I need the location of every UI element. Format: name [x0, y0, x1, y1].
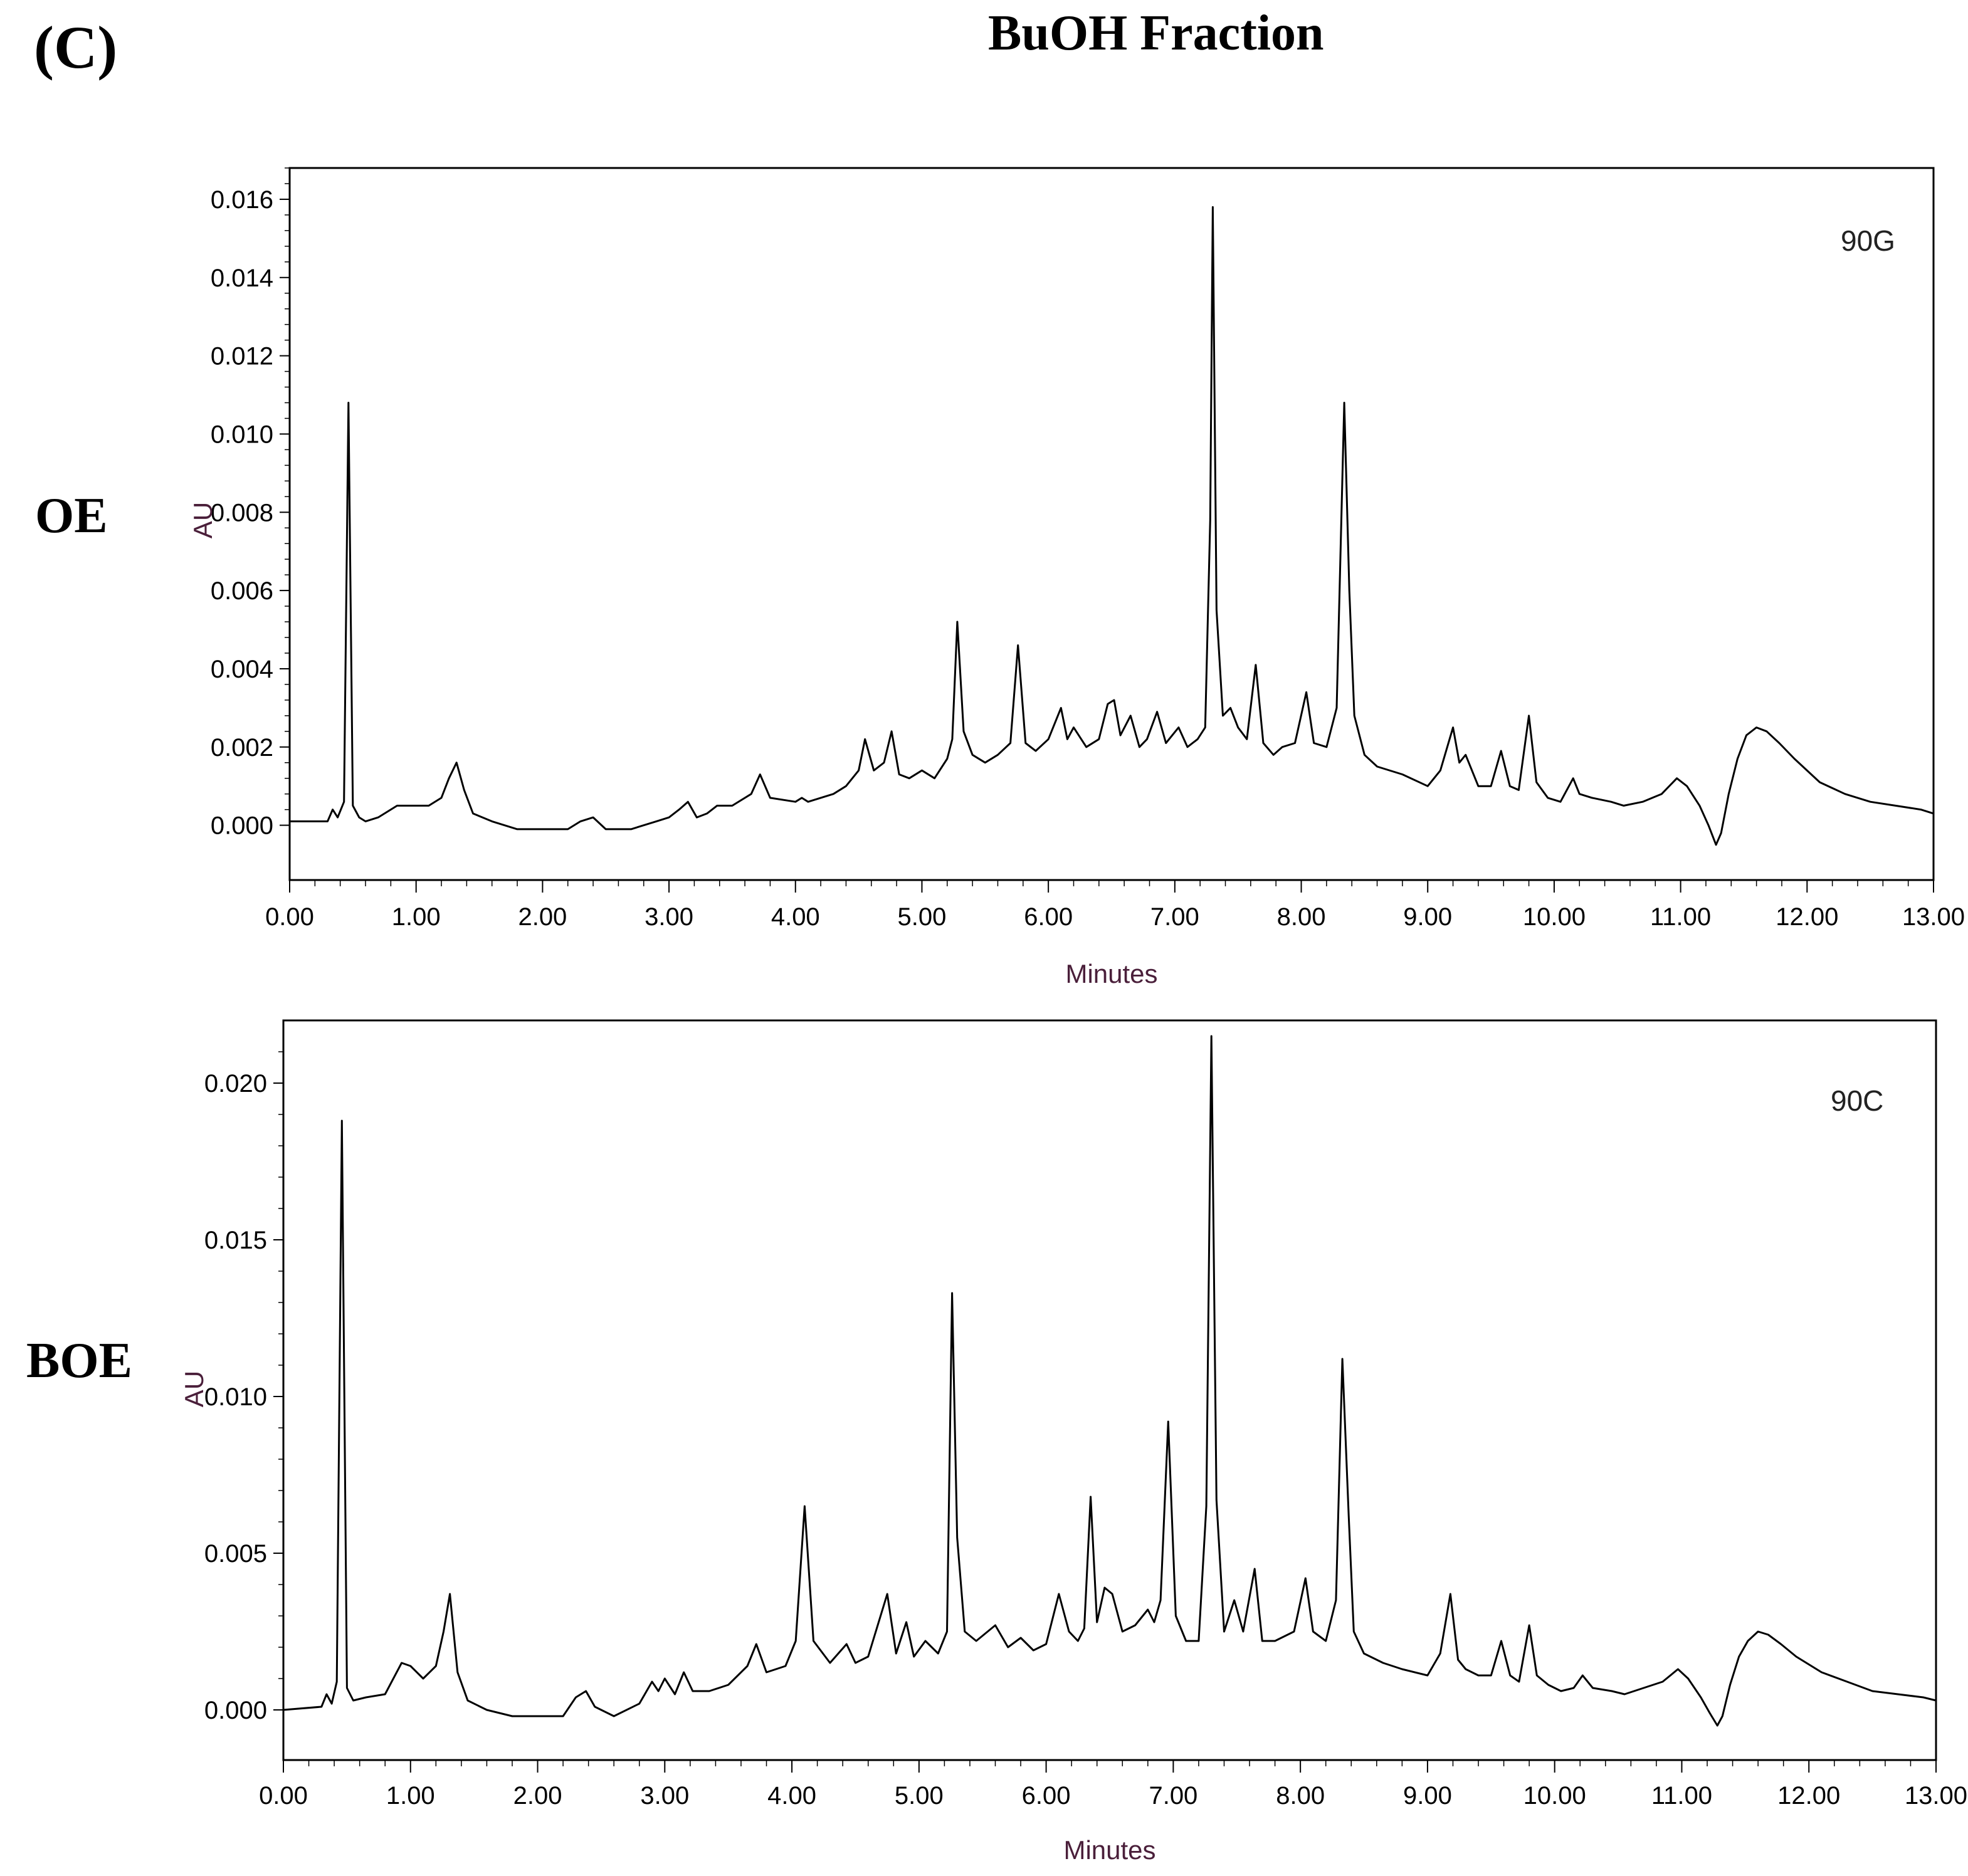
x-tick-label: 4.00 — [771, 903, 820, 931]
x-tick-label: 4.00 — [767, 1782, 816, 1810]
x-tick-label: 13.00 — [1902, 903, 1965, 931]
x-tick-label: 11.00 — [1650, 903, 1711, 931]
y-tick-label: 0.006 — [211, 577, 273, 605]
x-tick-label: 10.00 — [1523, 1782, 1586, 1810]
x-tick-label: 6.00 — [1022, 1782, 1071, 1810]
x-axis-label: Minutes — [1065, 959, 1157, 988]
y-tick-label: 0.012 — [211, 343, 273, 370]
y-tick-label: 0.010 — [211, 421, 273, 448]
x-tick-label: 3.00 — [645, 903, 693, 931]
x-tick-label: 1.00 — [386, 1782, 435, 1810]
y-tick-label: 0.010 — [204, 1383, 267, 1411]
row-label-oe: OE — [35, 488, 108, 543]
x-tick-label: 3.00 — [640, 1782, 689, 1810]
x-tick-label: 12.00 — [1777, 1782, 1840, 1810]
x-axis-label: Minutes — [1063, 1835, 1155, 1865]
x-tick-label: 8.00 — [1277, 903, 1326, 931]
chromatogram-trace — [290, 206, 1934, 846]
x-tick-label: 6.00 — [1024, 903, 1073, 931]
x-tick-label: 2.00 — [513, 1782, 562, 1810]
y-axis-label: AU — [179, 1371, 209, 1407]
x-tick-label: 1.00 — [392, 903, 441, 931]
x-tick-label: 5.00 — [898, 903, 947, 931]
y-tick-label: 0.005 — [204, 1540, 267, 1568]
y-tick-label: 0.004 — [211, 656, 273, 683]
x-tick-label: 9.00 — [1403, 1782, 1452, 1810]
plot-frame — [288, 167, 1935, 881]
y-tick-label: 0.008 — [211, 499, 273, 527]
x-tick-label: 0.00 — [265, 903, 314, 931]
x-tick-label: 7.00 — [1150, 903, 1199, 931]
x-tick-label: 10.00 — [1523, 903, 1586, 931]
chromatogram-trace — [283, 1035, 1937, 1727]
x-tick-label: 11.00 — [1651, 1782, 1712, 1810]
y-tick-label: 0.016 — [211, 186, 273, 214]
x-tick-label: 12.00 — [1776, 903, 1838, 931]
x-tick-label: 0.00 — [259, 1782, 308, 1810]
sample-annotation: 90C — [1831, 1084, 1883, 1117]
y-tick-label: 0.000 — [204, 1697, 267, 1724]
x-tick-label: 8.00 — [1276, 1782, 1325, 1810]
figure-title: BuOH Fraction — [988, 6, 1324, 61]
plot-frame — [282, 1019, 1937, 1761]
x-tick-label: 13.00 — [1905, 1782, 1967, 1810]
panel-label: (C) — [34, 14, 118, 81]
y-axis-label: AU — [188, 502, 218, 538]
x-tick-label: 5.00 — [895, 1782, 944, 1810]
x-tick-label: 9.00 — [1403, 903, 1452, 931]
x-tick-label: 7.00 — [1149, 1782, 1197, 1810]
row-label-boe: BOE — [26, 1333, 132, 1388]
x-tick-label: 2.00 — [518, 903, 567, 931]
y-tick-label: 0.014 — [211, 265, 273, 292]
y-tick-label: 0.015 — [204, 1227, 267, 1254]
sample-annotation: 90G — [1841, 224, 1895, 257]
y-tick-label: 0.002 — [211, 734, 273, 762]
y-tick-label: 0.000 — [211, 812, 273, 840]
y-tick-label: 0.020 — [204, 1070, 267, 1098]
